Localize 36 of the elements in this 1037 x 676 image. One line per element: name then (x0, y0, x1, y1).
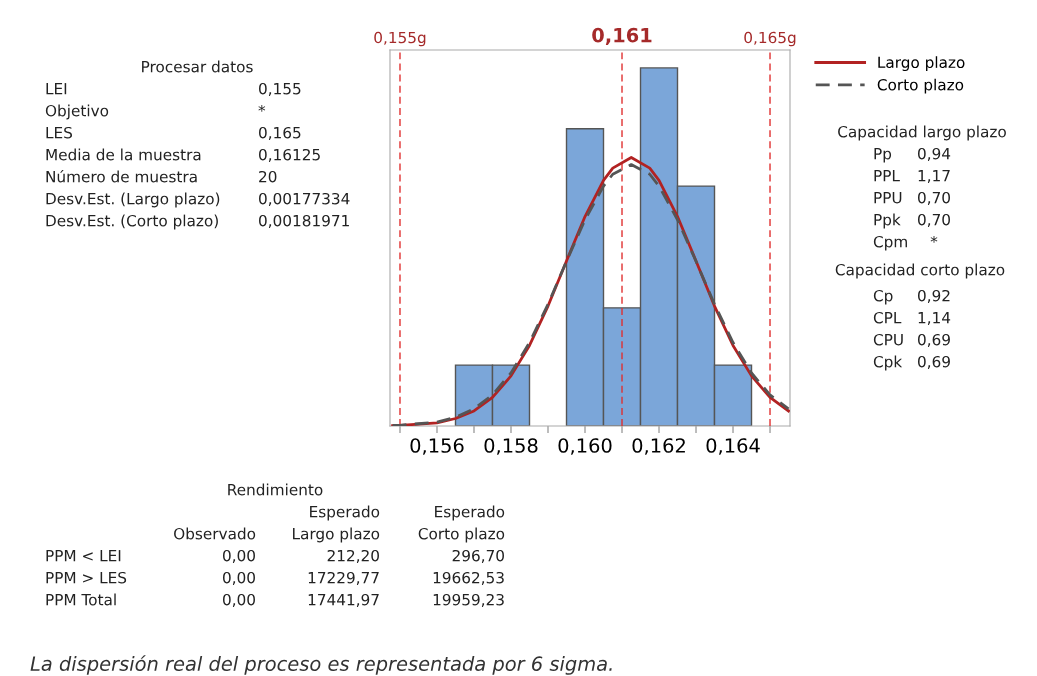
text: La dispersión real del proceso es representada por 6 sigma. (30, 655, 612, 675)
x-tick-label: 0,164 (706, 438, 760, 455)
text: CPU 0,69 (873, 333, 950, 347)
text: Cpm * (873, 235, 938, 251)
text: Esperado Esperado (310, 505, 505, 521)
x-tick-label: 0,156 (410, 438, 464, 455)
x-tick-label: 0,160 (558, 438, 612, 455)
ref-line-label: 0,155g (374, 31, 426, 47)
text: PPM Total 0,00 17441,97 19959,23 (46, 593, 504, 607)
text: LES 0,165 (46, 126, 301, 140)
text: Procesar datos (142, 60, 253, 73)
text: Objetivo * (45, 104, 266, 120)
x-tick-label: 0,162 (632, 438, 685, 455)
text: PPU 0,70 (874, 191, 950, 205)
text: Número de muestra 20 (46, 170, 277, 183)
text: PPL 1,17 (874, 170, 950, 183)
text: Rendimiento (228, 483, 323, 496)
text: Cpk 0,69 (873, 355, 950, 371)
text: PPM > LES 0,00 17229,77 19662,53 (46, 571, 504, 585)
text: PPM < LEI 0,00 212,20 296,70 (46, 549, 504, 563)
text: Ppk 0,70 (874, 213, 950, 229)
legend-label: Corto plazo (877, 78, 964, 94)
text: Capacidad corto plazo (835, 263, 1005, 279)
x-tick-label: 0,158 (484, 438, 538, 455)
text: LEI 0,155 (46, 82, 301, 96)
ref-line-label: 0,161 (592, 27, 652, 45)
ref-line-label: 0,165g (744, 31, 796, 47)
text: Capacidad largo plazo (838, 125, 1006, 141)
text: Media de la muestra 0,16125 (46, 148, 320, 162)
text: Pp 0,94 (874, 147, 951, 163)
text: Desv.Est. (Corto plazo) 0,00181971 (46, 214, 349, 230)
text: Cp 0,92 (873, 289, 950, 305)
text: CPL 1,14 (873, 311, 951, 325)
text: Observado Largo plazo Corto plazo (174, 527, 505, 543)
text: Desv.Est. (Largo plazo) 0,00177334 (46, 192, 350, 208)
legend-label: Largo plazo (878, 56, 965, 72)
